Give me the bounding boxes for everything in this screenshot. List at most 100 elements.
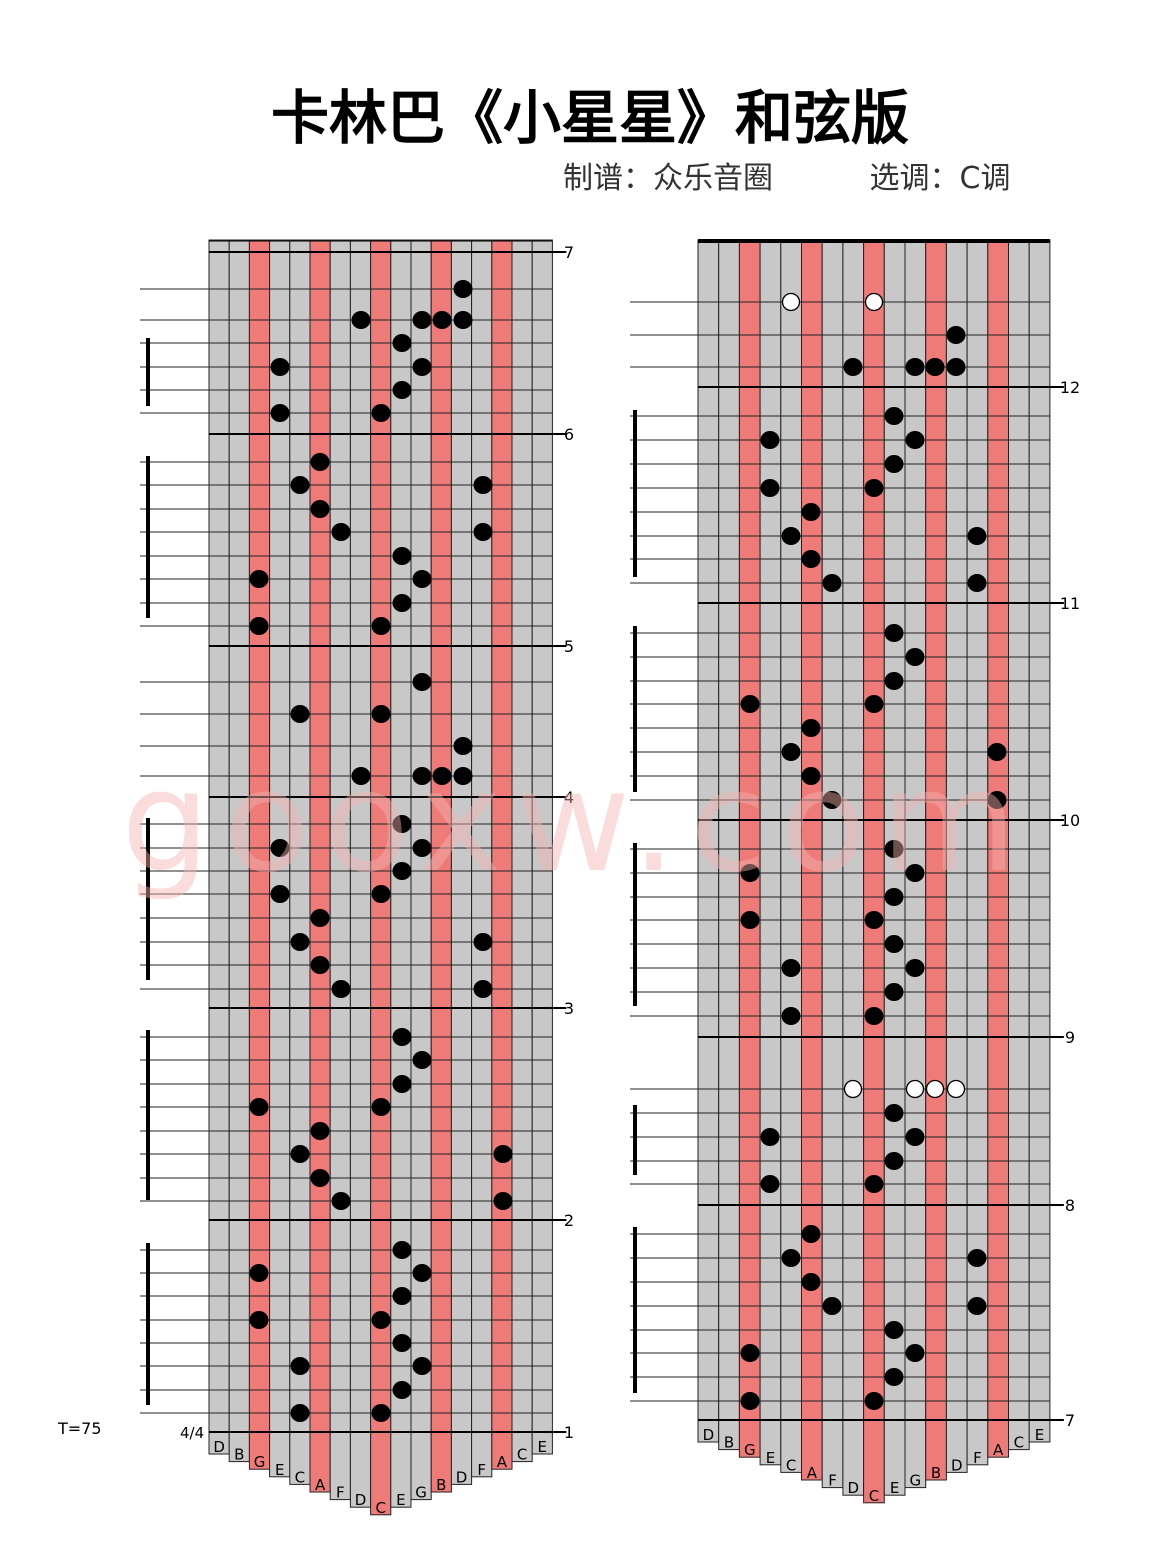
key-label: D — [456, 1468, 468, 1486]
note — [801, 550, 821, 568]
note — [412, 1264, 432, 1282]
note — [331, 523, 351, 541]
note — [740, 1392, 760, 1410]
note — [740, 695, 760, 713]
note — [864, 695, 884, 713]
note — [884, 672, 904, 690]
note — [392, 862, 412, 880]
key-label: A — [993, 1441, 1004, 1459]
note — [290, 476, 310, 494]
note — [392, 547, 412, 565]
note — [249, 617, 269, 635]
key-label: A — [807, 1464, 818, 1482]
measure-number: 7 — [1065, 1411, 1075, 1430]
measure-number: 1 — [564, 1423, 574, 1442]
beat-bracket — [146, 456, 150, 618]
note — [392, 334, 412, 352]
key-label: D — [951, 1456, 963, 1474]
note — [249, 1264, 269, 1282]
note — [290, 1145, 310, 1163]
measure-number: 4 — [564, 788, 574, 807]
note — [270, 404, 290, 422]
note — [432, 767, 452, 785]
key-label: B — [436, 1476, 446, 1494]
note — [331, 1192, 351, 1210]
tempo: T=75 — [57, 1419, 102, 1438]
beat-bracket — [146, 1030, 150, 1200]
note — [310, 453, 330, 471]
note — [864, 1175, 884, 1193]
note — [290, 1404, 310, 1422]
key-label: F — [973, 1449, 982, 1467]
key-label: D — [213, 1438, 225, 1456]
key-label: G — [254, 1453, 266, 1471]
note — [412, 311, 432, 329]
measure-number: 7 — [564, 243, 574, 262]
key-label: F — [828, 1472, 837, 1490]
note — [946, 358, 966, 376]
key-label: E — [890, 1479, 899, 1497]
note — [801, 1225, 821, 1243]
note — [371, 617, 391, 635]
note — [760, 431, 780, 449]
key-label: B — [724, 1434, 734, 1452]
key-label: G — [744, 1441, 756, 1459]
key-label: C — [517, 1446, 527, 1464]
note — [392, 1381, 412, 1399]
key — [1028, 239, 1051, 1443]
note — [270, 885, 290, 903]
note — [453, 767, 473, 785]
note — [453, 737, 473, 755]
key-signature: 选调：C调 — [870, 161, 1011, 196]
note — [371, 885, 391, 903]
note — [905, 648, 925, 666]
key-label: B — [234, 1446, 244, 1464]
note — [740, 911, 760, 929]
measure-number: 6 — [564, 425, 574, 444]
measure-number: 3 — [564, 999, 574, 1018]
note — [801, 503, 821, 521]
note — [843, 358, 863, 376]
note — [760, 1128, 780, 1146]
note — [473, 980, 493, 998]
key-label: F — [477, 1461, 486, 1479]
open-note — [864, 292, 884, 312]
note — [473, 476, 493, 494]
note — [781, 1249, 801, 1267]
open-note — [946, 1079, 966, 1099]
note — [392, 1241, 412, 1259]
note — [905, 358, 925, 376]
note — [864, 1392, 884, 1410]
note — [822, 574, 842, 592]
note — [884, 407, 904, 425]
key-label: E — [1035, 1426, 1044, 1444]
key-label: E — [766, 1449, 775, 1467]
note — [905, 1344, 925, 1362]
note — [310, 500, 330, 518]
key-label: D — [355, 1491, 367, 1509]
note — [290, 1357, 310, 1375]
measure-number: 12 — [1060, 378, 1080, 397]
note — [905, 1128, 925, 1146]
note — [884, 888, 904, 906]
note — [473, 933, 493, 951]
open-note — [843, 1079, 863, 1099]
beat-bracket — [633, 410, 637, 577]
time-signature: 4/4 — [180, 1424, 204, 1442]
note — [351, 767, 371, 785]
note — [760, 479, 780, 497]
title: 卡林巴《小星星》和弦版 — [271, 84, 909, 152]
note — [371, 1404, 391, 1422]
note — [884, 624, 904, 642]
note — [987, 743, 1007, 761]
note — [760, 1175, 780, 1193]
measure-number: 10 — [1060, 811, 1080, 830]
note — [967, 527, 987, 545]
note — [967, 1297, 987, 1315]
note — [310, 1169, 330, 1187]
note — [801, 719, 821, 737]
note — [864, 1007, 884, 1025]
note — [249, 1311, 269, 1329]
note — [392, 815, 412, 833]
